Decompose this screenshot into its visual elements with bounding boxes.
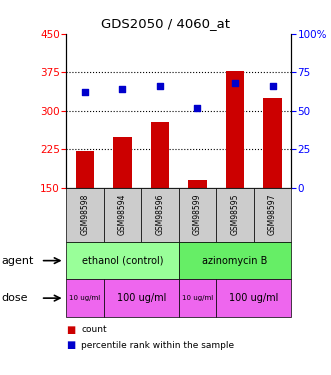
Text: percentile rank within the sample: percentile rank within the sample [81, 340, 234, 350]
Text: GSM98597: GSM98597 [268, 194, 277, 236]
Bar [188, 180, 207, 188]
Text: GSM98596: GSM98596 [156, 194, 165, 236]
Text: 100 ug/ml: 100 ug/ml [229, 293, 278, 303]
Text: ■: ■ [66, 340, 75, 350]
Text: count: count [81, 326, 107, 334]
Text: 10 ug/ml: 10 ug/ml [69, 295, 101, 301]
Text: ■: ■ [66, 325, 75, 335]
Text: GSM98599: GSM98599 [193, 194, 202, 236]
Text: dose: dose [2, 293, 28, 303]
Point [82, 89, 88, 95]
Point [157, 83, 163, 89]
Text: 10 ug/ml: 10 ug/ml [182, 295, 213, 301]
Bar [263, 98, 282, 188]
Text: 100 ug/ml: 100 ug/ml [117, 293, 166, 303]
Text: ethanol (control): ethanol (control) [82, 256, 163, 266]
Point [270, 83, 275, 89]
Text: GSM98595: GSM98595 [230, 194, 240, 236]
Text: GDS2050 / 4060_at: GDS2050 / 4060_at [101, 17, 230, 30]
Bar [113, 137, 132, 188]
Point [195, 105, 200, 111]
Bar [226, 70, 244, 188]
Text: agent: agent [2, 256, 34, 266]
Point [232, 80, 238, 86]
Text: GSM98594: GSM98594 [118, 194, 127, 236]
Bar [151, 122, 169, 188]
Text: GSM98598: GSM98598 [80, 194, 89, 236]
Bar [75, 151, 94, 188]
Text: azinomycin B: azinomycin B [202, 256, 268, 266]
Point [120, 86, 125, 92]
